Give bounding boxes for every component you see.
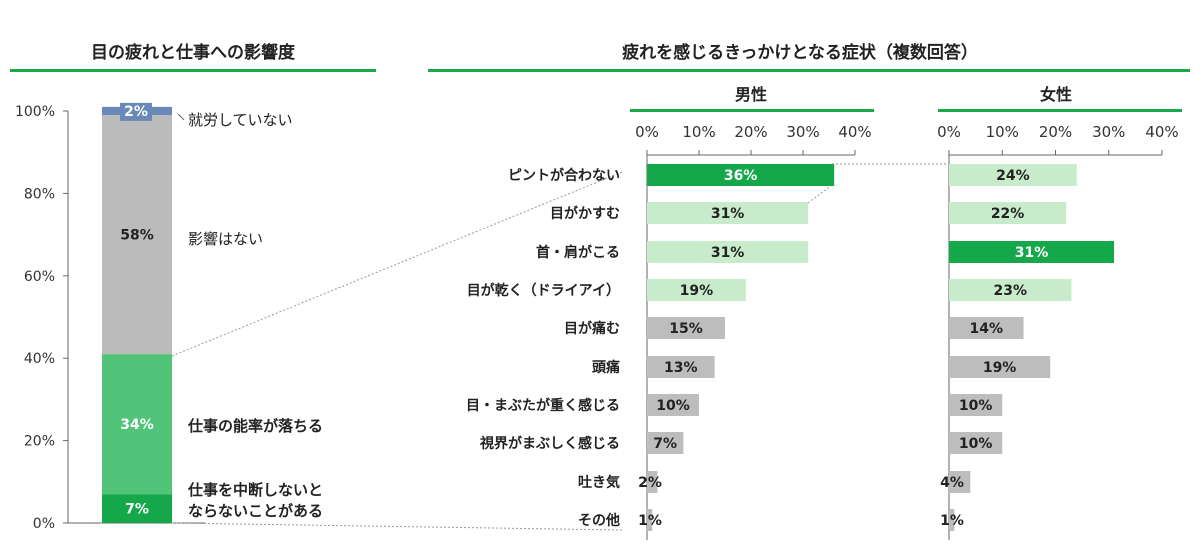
bar-male — [647, 471, 658, 493]
bar-value-label: 1% — [940, 513, 964, 529]
legend-label: 仕事の能率が落ちる — [187, 417, 323, 435]
bar-value-label: 31% — [711, 206, 745, 222]
y-tick-label: 40% — [24, 351, 55, 367]
bar-value-label: 10% — [656, 398, 690, 414]
bar-female — [949, 202, 1067, 224]
bar-value-label: 4% — [940, 475, 964, 491]
bar-value-label: 1% — [638, 513, 662, 529]
bar-value-label: 31% — [1015, 245, 1049, 261]
legend-label: 就労していない — [188, 111, 293, 129]
category-label: ピントが合わない — [508, 167, 620, 184]
category-label: 目・まぶたが重く感じる — [466, 397, 620, 414]
category-label: その他 — [578, 512, 620, 529]
bar-male — [647, 394, 699, 416]
bar-value-label: 7% — [653, 436, 677, 452]
x-tick-label: 30% — [1092, 123, 1125, 141]
category-label: 目がかすむ — [550, 205, 620, 222]
bar-male — [647, 202, 809, 224]
segment-label: 58% — [120, 228, 154, 244]
bar-female — [949, 394, 1003, 416]
x-tick-label: 40% — [1145, 123, 1178, 141]
right-title-rule — [428, 69, 1190, 72]
stacked-segment — [102, 115, 172, 355]
bar-male — [647, 432, 684, 454]
category-label: 吐き気 — [578, 474, 620, 491]
segment-label: 7% — [125, 502, 149, 518]
bar-male — [647, 509, 653, 531]
bar-value-label: 36% — [724, 168, 758, 184]
bar-female — [949, 164, 1077, 186]
bar-male — [647, 279, 746, 301]
bar-female — [949, 317, 1024, 339]
y-tick-label: 20% — [24, 434, 55, 450]
x-tick-label: 20% — [734, 123, 767, 141]
male-panel-title: 男性 — [735, 85, 767, 104]
bar-female — [949, 509, 955, 531]
legend-label: 仕事を中断しないと — [187, 481, 323, 499]
x-tick-label: 20% — [1039, 123, 1072, 141]
leader-line — [177, 113, 185, 121]
y-tick-label: 60% — [24, 269, 55, 285]
bar-male — [647, 317, 725, 339]
bar-female — [949, 279, 1072, 301]
female-title-rule — [938, 109, 1182, 112]
right-chart-title: 疲れを感じるきっかけとなる症状（複数回答） — [622, 42, 978, 63]
bar-value-label: 10% — [959, 436, 993, 452]
category-label: 首・肩がこる — [536, 244, 620, 261]
category-label: 頭痛 — [592, 359, 620, 376]
bar-value-label: 31% — [711, 245, 745, 261]
x-tick-label: 10% — [986, 123, 1019, 141]
bar-value-label: 19% — [680, 283, 714, 299]
bar-value-label: 24% — [996, 168, 1030, 184]
y-tick-label: 80% — [24, 186, 55, 202]
bar-female — [949, 471, 971, 493]
x-tick-label: 40% — [838, 123, 871, 141]
legend-label: 影響はない — [188, 230, 263, 248]
x-tick-label: 0% — [635, 123, 659, 141]
bar-male — [647, 164, 835, 186]
connector-line — [807, 184, 833, 204]
bar-male — [647, 241, 809, 263]
bar-value-label: 10% — [959, 398, 993, 414]
bar-value-label: 15% — [669, 321, 703, 337]
bar-value-label: 14% — [970, 321, 1004, 337]
segment-label: 34% — [120, 417, 154, 433]
y-tick-label: 100% — [15, 104, 55, 120]
segment-label: 2% — [124, 104, 148, 120]
bar-female — [949, 432, 1003, 454]
stacked-segment — [102, 494, 172, 523]
category-label: 目が痛む — [564, 320, 620, 337]
bar-female — [949, 356, 1051, 378]
left-title-rule — [10, 69, 376, 72]
x-tick-label: 10% — [682, 123, 715, 141]
legend-label: ならないことがある — [188, 502, 323, 520]
bar-value-label: 13% — [664, 360, 698, 376]
connector-line — [171, 522, 623, 531]
stacked-segment — [102, 354, 172, 495]
connector-line — [171, 171, 623, 357]
female-panel-title: 女性 — [1040, 85, 1072, 104]
y-tick-label: 0% — [33, 516, 55, 532]
bar-male — [647, 356, 715, 378]
x-tick-label: 30% — [786, 123, 819, 141]
male-title-rule — [630, 109, 874, 112]
bar-value-label: 23% — [993, 283, 1027, 299]
category-label: 目が乾く（ドライアイ） — [467, 282, 620, 299]
category-label: 視界がまぶしく感じる — [479, 435, 620, 452]
bar-value-label: 22% — [991, 206, 1025, 222]
bar-female — [949, 241, 1115, 263]
bar-value-label: 19% — [983, 360, 1017, 376]
x-tick-label: 0% — [937, 123, 961, 141]
segment-label-bg — [120, 102, 152, 121]
bar-value-label: 2% — [638, 475, 662, 491]
left-chart-title: 目の疲れと仕事への影響度 — [91, 42, 296, 63]
